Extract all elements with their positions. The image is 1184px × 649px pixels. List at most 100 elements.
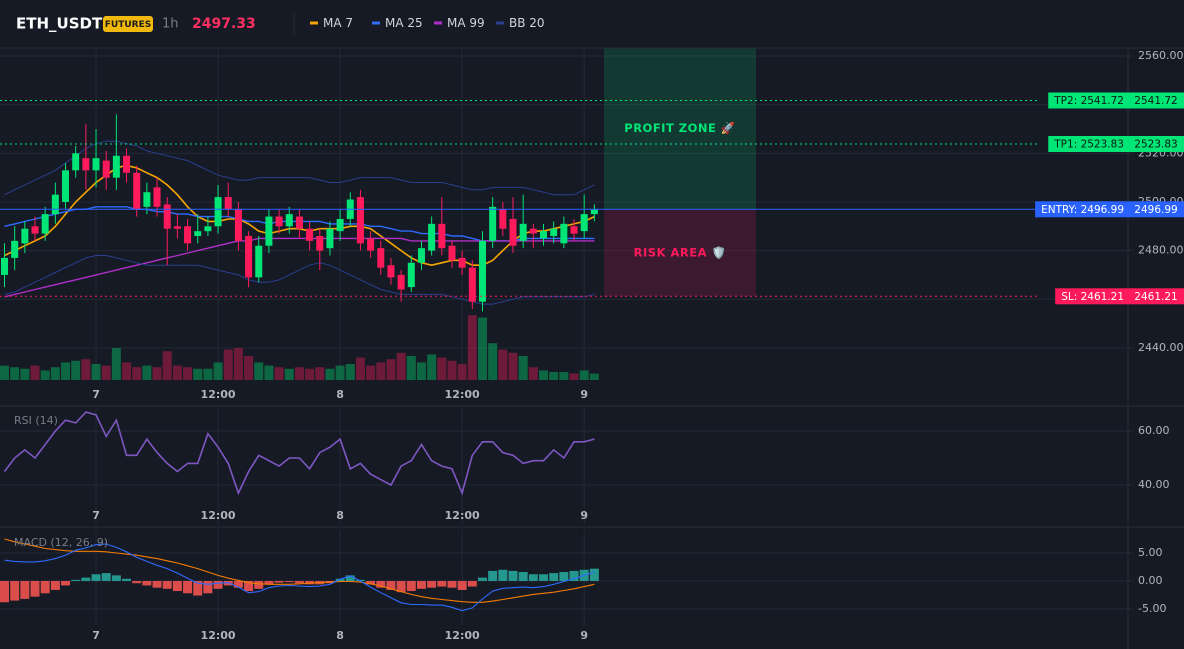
level-tag-bg: [1048, 136, 1128, 153]
level-tag-bg: [1035, 201, 1128, 218]
candle-body: [194, 231, 202, 237]
volume-bar: [477, 317, 487, 380]
volume-bar: [305, 368, 315, 380]
volume-bar: [142, 365, 152, 380]
candle-body: [234, 209, 242, 241]
histogram-bar: [101, 573, 111, 581]
histogram-bar: [244, 580, 254, 592]
candle-body: [1, 257, 8, 275]
volume-bar: [355, 357, 365, 380]
histogram-bar: [81, 577, 91, 581]
histogram-bar: [254, 580, 264, 589]
histogram-bar: [111, 575, 121, 581]
volume-bar: [284, 368, 294, 380]
y-tick-label: 5.00: [1138, 546, 1163, 559]
volume-bar: [132, 367, 142, 380]
candle-body: [336, 218, 344, 232]
candle-body: [204, 226, 212, 232]
candle-body: [31, 226, 39, 234]
x-tick-label: 7: [92, 509, 100, 522]
histogram-bar: [386, 580, 396, 590]
x-tick-label: 8: [336, 629, 344, 642]
volume-bar: [467, 315, 477, 380]
volume-bar: [386, 359, 396, 380]
volume-bar: [406, 356, 416, 380]
volume-bar: [264, 365, 274, 380]
histogram-bar: [40, 580, 50, 594]
volume-bar: [447, 360, 457, 380]
candle-body: [143, 192, 151, 207]
histogram-bar: [559, 572, 569, 581]
histogram-bar: [345, 575, 355, 581]
histogram-bar: [406, 580, 416, 592]
macd-line: [4, 543, 595, 612]
candle-body: [92, 158, 100, 171]
histogram-bar: [183, 580, 193, 594]
candle-body: [285, 214, 293, 227]
x-tick-label: 8: [336, 509, 344, 522]
candle-body: [407, 262, 415, 288]
histogram-bar: [0, 580, 9, 603]
volume-bar: [488, 343, 498, 380]
zone-label: PROFIT ZONE 🚀: [624, 121, 736, 135]
candle-body: [387, 265, 395, 278]
volume-bar: [549, 372, 559, 380]
candle-body: [112, 155, 120, 178]
candle-body: [540, 231, 548, 239]
candle-body: [72, 153, 80, 171]
candle-body: [295, 216, 303, 229]
y-tick-label: 2480.00: [1138, 244, 1184, 257]
histogram-bar: [193, 580, 203, 596]
candle-body: [560, 223, 568, 244]
band-line: [4, 255, 595, 305]
candle-body: [153, 187, 161, 207]
volume-bar: [569, 373, 579, 380]
legend-label: MA 7: [323, 16, 353, 30]
candle-body: [458, 257, 466, 268]
histogram-bar: [488, 570, 498, 581]
histogram-bar: [416, 580, 426, 589]
volume-bar: [162, 351, 172, 380]
plot-layer: PROFIT ZONE 🚀 RISK AREA 🛡️: [0, 48, 756, 612]
candle-body: [519, 223, 527, 241]
histogram-bar: [528, 574, 538, 581]
x-tick-label: 8: [336, 388, 344, 401]
candle-body: [133, 172, 141, 210]
volume-bar: [427, 354, 437, 380]
volume-bar: [498, 349, 508, 380]
candle-body: [550, 228, 558, 237]
volume-bar: [457, 364, 467, 380]
volume-bar: [81, 359, 91, 380]
histogram-bar: [20, 580, 30, 599]
histogram-bar: [10, 580, 20, 601]
x-tick-label: 9: [580, 509, 588, 522]
histogram-bar: [61, 580, 71, 586]
band-line: [4, 140, 595, 196]
x-tick-label: 7: [92, 388, 100, 401]
candle-body: [41, 214, 49, 234]
candle-body: [316, 236, 324, 251]
volume-bar: [152, 367, 162, 380]
candle-body: [509, 218, 517, 246]
x-tick-label: 12:00: [445, 629, 480, 642]
zone: [604, 209, 756, 297]
level-tag: ENTRY: 2496.99: [1041, 204, 1124, 216]
candle-body: [62, 170, 70, 202]
price-tag: 2541.72: [1134, 95, 1177, 107]
histogram-bar: [467, 580, 477, 587]
overlay-layer: 7 12:00 8 12:00 9 MA 7 MA 25 MA 99 BB 20 TP2: 254…: [0, 16, 1184, 642]
candle-body: [326, 228, 334, 249]
price-tag: 2496.99: [1134, 204, 1177, 216]
candle-body: [102, 160, 110, 178]
level-tag-bg: [1055, 288, 1128, 305]
price-tag-bg: [1128, 136, 1184, 153]
volume-bar: [366, 365, 376, 380]
x-tick-label: 9: [580, 388, 588, 401]
volume-bar: [345, 364, 355, 380]
histogram-bar: [498, 569, 508, 581]
volume-bar: [91, 364, 101, 380]
candle-body: [224, 197, 232, 210]
histogram-bar: [366, 580, 376, 585]
